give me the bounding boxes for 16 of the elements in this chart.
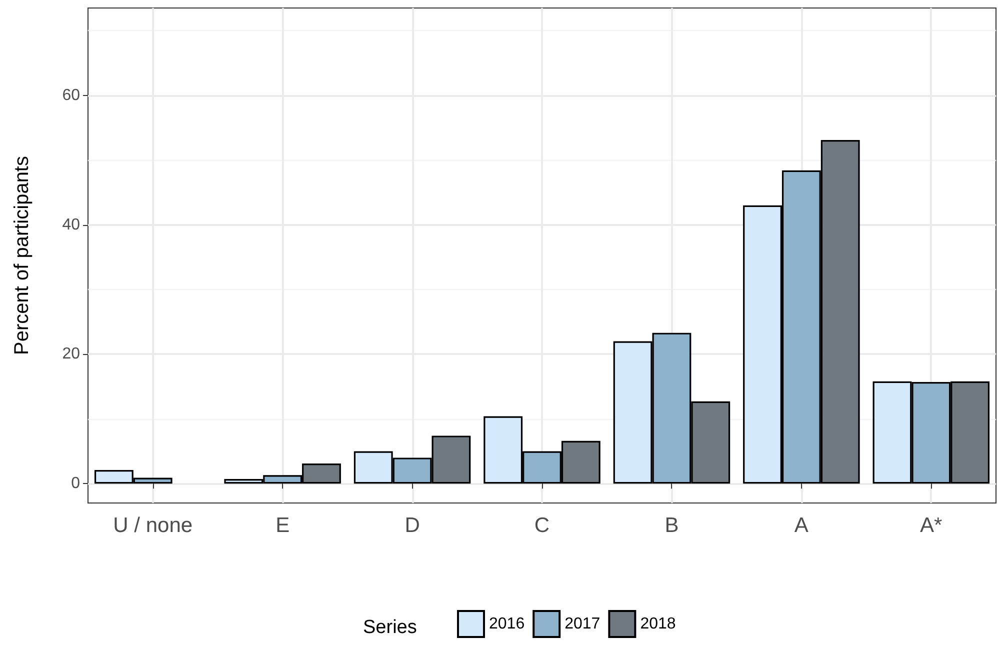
y-tick-label: 60 xyxy=(62,86,80,104)
x-tick-label: A xyxy=(794,514,808,537)
x-tick-label: D xyxy=(404,514,420,537)
y-tick-label: 40 xyxy=(62,216,80,234)
y-axis-title: Percent of participants xyxy=(11,156,33,355)
x-tick-label: B xyxy=(664,514,679,537)
x-tick-label: C xyxy=(534,514,550,537)
legend-label: 2018 xyxy=(640,616,676,632)
x-tick-label: A* xyxy=(920,514,942,537)
y-tick-label: 20 xyxy=(62,346,80,363)
legend-label: 2016 xyxy=(489,616,525,632)
x-tick-label: U / none xyxy=(113,514,193,537)
x-tick-label: E xyxy=(276,514,290,537)
y-tick-label: 0 xyxy=(71,475,80,492)
legend-title: Series xyxy=(363,617,417,638)
legend-label: 2017 xyxy=(564,616,600,632)
